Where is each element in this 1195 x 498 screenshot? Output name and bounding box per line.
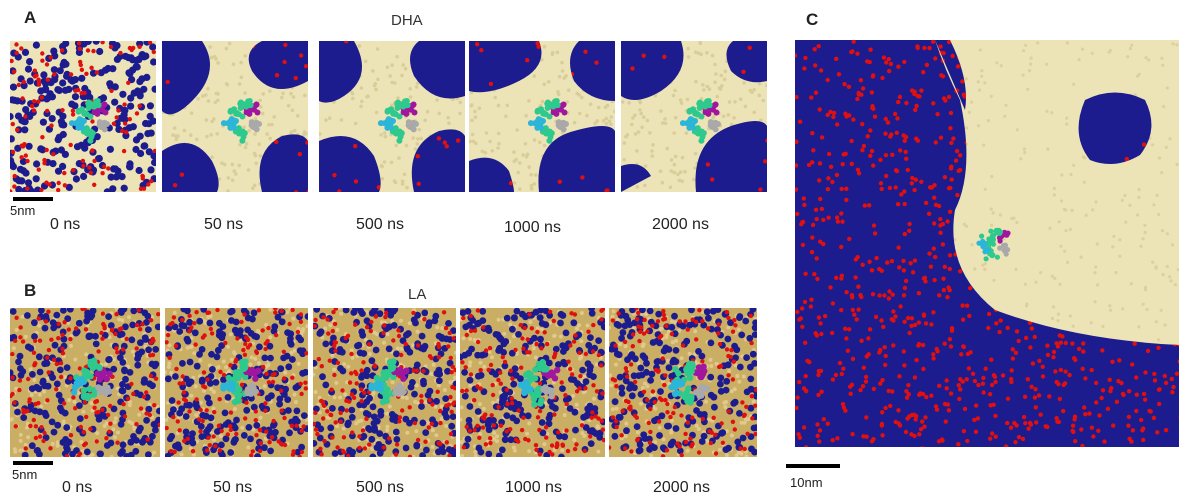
protein-complex <box>368 358 410 406</box>
scale-label-b: 5nm <box>12 467 38 482</box>
snapshot-svg <box>313 308 456 457</box>
scale-label-a: 5nm <box>10 203 36 218</box>
la-frame-1000ns <box>460 308 605 457</box>
dha-frame-1000ns <box>469 41 615 192</box>
protein-complex <box>377 98 419 144</box>
la-time-2: 500 ns <box>356 479 405 496</box>
scale-bar-c <box>786 464 840 468</box>
protein-complex <box>668 360 711 406</box>
la-frame-50ns <box>165 308 308 457</box>
la-frame-2000ns <box>609 308 757 457</box>
snapshot-svg <box>10 308 160 457</box>
protein-complex <box>527 98 569 144</box>
la-time-1: 50 ns <box>213 479 253 496</box>
panel-c-large-frame <box>795 40 1179 447</box>
scale-label-c: 10nm <box>790 475 823 490</box>
mixed-lipids <box>10 308 160 457</box>
protein-complex <box>220 358 262 406</box>
scale-bar-a <box>13 197 53 201</box>
dha-time-3: 1000 ns <box>504 219 561 236</box>
snapshot-svg <box>162 41 308 192</box>
dha-time-1: 50 ns <box>204 216 244 233</box>
panel-b-title: LA <box>408 286 427 303</box>
panel-c-label: C <box>806 10 819 29</box>
scale-bar-b <box>13 461 53 465</box>
la-frame-500ns <box>313 308 456 457</box>
dha-frame-500ns <box>319 41 465 192</box>
snapshot-svg <box>165 308 308 457</box>
lipid-domain <box>1078 92 1152 164</box>
panel-a-title: DHA <box>391 12 423 29</box>
snapshot-svg <box>460 308 605 457</box>
protein-complex <box>976 227 1011 262</box>
la-time-4: 2000 ns <box>653 479 710 496</box>
dha-time-0: 0 ns <box>50 216 81 233</box>
snapshot-svg <box>319 41 465 192</box>
snapshot-svg <box>469 41 615 192</box>
mixed-lipids <box>10 41 156 192</box>
la-frame-0ns <box>10 308 160 457</box>
panel-b-label: B <box>24 281 37 300</box>
dha-frame-50ns <box>162 41 308 192</box>
protein-complex <box>68 98 110 144</box>
snapshot-svg <box>795 40 1179 447</box>
dha-frame-2000ns <box>621 41 767 192</box>
snapshot-svg <box>621 41 767 192</box>
dha-frame-0ns <box>10 41 156 192</box>
dha-time-2: 500 ns <box>356 216 405 233</box>
panel-a-label: A <box>24 8 37 27</box>
snapshot-svg <box>10 41 156 192</box>
la-time-0: 0 ns <box>62 479 93 496</box>
mixed-lipids <box>460 308 605 457</box>
dha-time-4: 2000 ns <box>652 216 709 233</box>
protein-complex <box>517 359 561 408</box>
protein-complex <box>220 98 262 144</box>
protein-complex <box>679 98 721 144</box>
mixed-lipids <box>165 308 308 457</box>
la-time-3: 1000 ns <box>505 479 562 496</box>
snapshot-svg <box>609 308 757 457</box>
protein-complex <box>71 357 113 402</box>
